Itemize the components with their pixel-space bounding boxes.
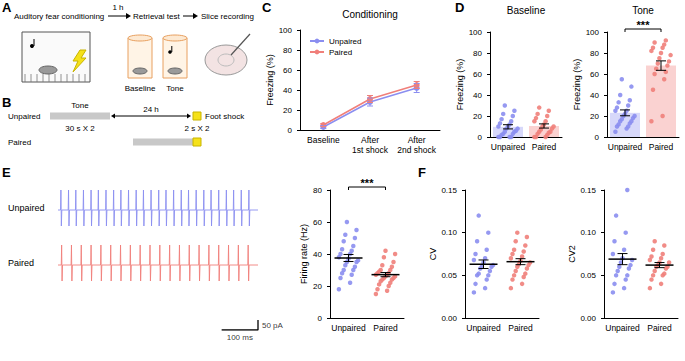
svg-text:20: 20 <box>590 112 599 121</box>
svg-text:0.05: 0.05 <box>441 271 457 280</box>
svg-text:80: 80 <box>313 186 322 195</box>
svg-text:Freezing (%): Freezing (%) <box>265 54 275 106</box>
svg-text:1 h: 1 h <box>112 3 123 12</box>
svg-text:Tone: Tone <box>632 5 654 16</box>
svg-text:After: After <box>408 135 426 145</box>
svg-text:After: After <box>361 135 379 145</box>
svg-text:Paired: Paired <box>373 323 398 333</box>
svg-text:60: 60 <box>590 70 599 79</box>
svg-text:0.15: 0.15 <box>580 186 596 195</box>
svg-text:Conditioning: Conditioning <box>342 9 398 20</box>
svg-text:C: C <box>262 0 272 15</box>
svg-text:20: 20 <box>473 112 482 121</box>
svg-text:D: D <box>455 0 464 15</box>
svg-text:Unpaired: Unpaired <box>329 37 361 46</box>
svg-text:Paired: Paired <box>8 258 34 268</box>
svg-text:100: 100 <box>469 28 483 37</box>
svg-text:2 s X 2: 2 s X 2 <box>185 124 210 133</box>
svg-text:40: 40 <box>283 86 292 95</box>
svg-text:Paired: Paired <box>508 323 533 333</box>
svg-text:0.10: 0.10 <box>580 228 596 237</box>
svg-text:Paired: Paired <box>647 323 672 333</box>
svg-text:Paired: Paired <box>8 138 31 147</box>
svg-text:Firing rate (Hz): Firing rate (Hz) <box>299 224 309 284</box>
svg-text:Paired: Paired <box>329 48 352 57</box>
svg-text:Unpaired: Unpaired <box>605 323 640 333</box>
svg-text:Unpaired: Unpaired <box>331 323 366 333</box>
svg-text:50 pA: 50 pA <box>262 321 284 330</box>
svg-text:Baseline: Baseline <box>507 5 546 16</box>
svg-text:40: 40 <box>313 250 322 259</box>
svg-text:0: 0 <box>595 133 600 142</box>
svg-text:CV2: CV2 <box>567 245 577 263</box>
svg-text:Auditory fear conditioning: Auditory fear conditioning <box>14 12 104 21</box>
svg-text:B: B <box>2 95 11 110</box>
svg-text:Tone: Tone <box>166 84 184 93</box>
svg-text:80: 80 <box>590 49 599 58</box>
svg-text:30 s X 2: 30 s X 2 <box>65 124 95 133</box>
svg-text:0: 0 <box>478 133 483 142</box>
svg-text:2nd shock: 2nd shock <box>397 145 436 155</box>
svg-text:Unpaired: Unpaired <box>466 323 501 333</box>
svg-text:24 h: 24 h <box>143 105 159 114</box>
svg-text:E: E <box>2 165 11 180</box>
svg-text:Unpaired: Unpaired <box>8 112 40 121</box>
svg-text:***: *** <box>361 177 375 189</box>
svg-text:Paired: Paired <box>532 142 557 152</box>
svg-text:80: 80 <box>283 46 292 55</box>
svg-text:Freezing (%): Freezing (%) <box>455 59 465 111</box>
svg-text:0: 0 <box>288 126 293 135</box>
svg-text:1st shock: 1st shock <box>352 145 389 155</box>
svg-text:Slice recording: Slice recording <box>201 12 254 21</box>
svg-text:Tone: Tone <box>71 101 89 110</box>
svg-text:Unpaired: Unpaired <box>491 142 526 152</box>
svg-text:100 ms: 100 ms <box>227 333 253 342</box>
svg-text:Freezing (%): Freezing (%) <box>572 59 582 111</box>
svg-text:60: 60 <box>283 66 292 75</box>
svg-text:A: A <box>2 0 12 15</box>
svg-text:40: 40 <box>590 91 599 100</box>
svg-text:20: 20 <box>313 282 322 291</box>
svg-text:Unpaired: Unpaired <box>608 142 643 152</box>
svg-text:60: 60 <box>313 218 322 227</box>
svg-text:CV: CV <box>428 248 438 261</box>
svg-text:0.10: 0.10 <box>441 228 457 237</box>
svg-text:Baseline: Baseline <box>125 84 156 93</box>
svg-text:Baseline: Baseline <box>307 135 340 145</box>
svg-text:Paired: Paired <box>649 142 674 152</box>
svg-text:Foot shock: Foot shock <box>205 112 245 121</box>
svg-text:20: 20 <box>283 106 292 115</box>
svg-text:0.05: 0.05 <box>580 271 596 280</box>
svg-text:0: 0 <box>318 314 323 323</box>
svg-text:0.00: 0.00 <box>580 314 596 323</box>
svg-text:0.00: 0.00 <box>441 314 457 323</box>
svg-text:40: 40 <box>473 91 482 100</box>
svg-text:0.15: 0.15 <box>441 186 457 195</box>
svg-text:60: 60 <box>473 70 482 79</box>
svg-text:80: 80 <box>473 49 482 58</box>
svg-text:F: F <box>418 165 426 180</box>
svg-text:100: 100 <box>279 26 293 35</box>
svg-text:***: *** <box>637 19 651 31</box>
svg-text:Unpaired: Unpaired <box>8 203 45 213</box>
svg-text:Retrieval test: Retrieval test <box>133 12 180 21</box>
svg-text:100: 100 <box>586 28 600 37</box>
